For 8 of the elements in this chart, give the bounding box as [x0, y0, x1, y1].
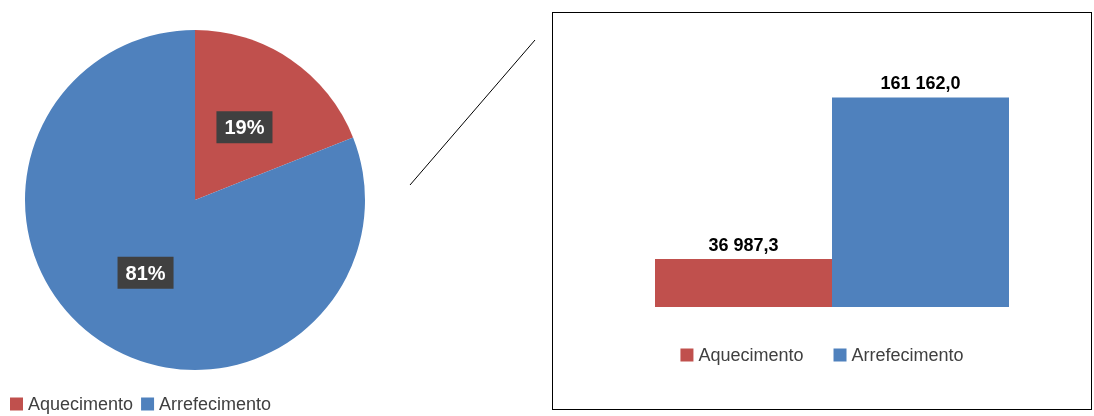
legend-label: Arrefecimento — [851, 345, 964, 365]
data-label: 81% — [125, 261, 166, 284]
legend-label: Arrefecimento — [159, 394, 272, 414]
data-label: 19% — [224, 116, 265, 139]
data-label: 36 987,3 — [708, 234, 779, 255]
legend-label: Aquecimento — [698, 345, 804, 365]
legend-label: Aquecimento — [28, 394, 134, 414]
data-label: 161 162,0 — [880, 73, 961, 94]
